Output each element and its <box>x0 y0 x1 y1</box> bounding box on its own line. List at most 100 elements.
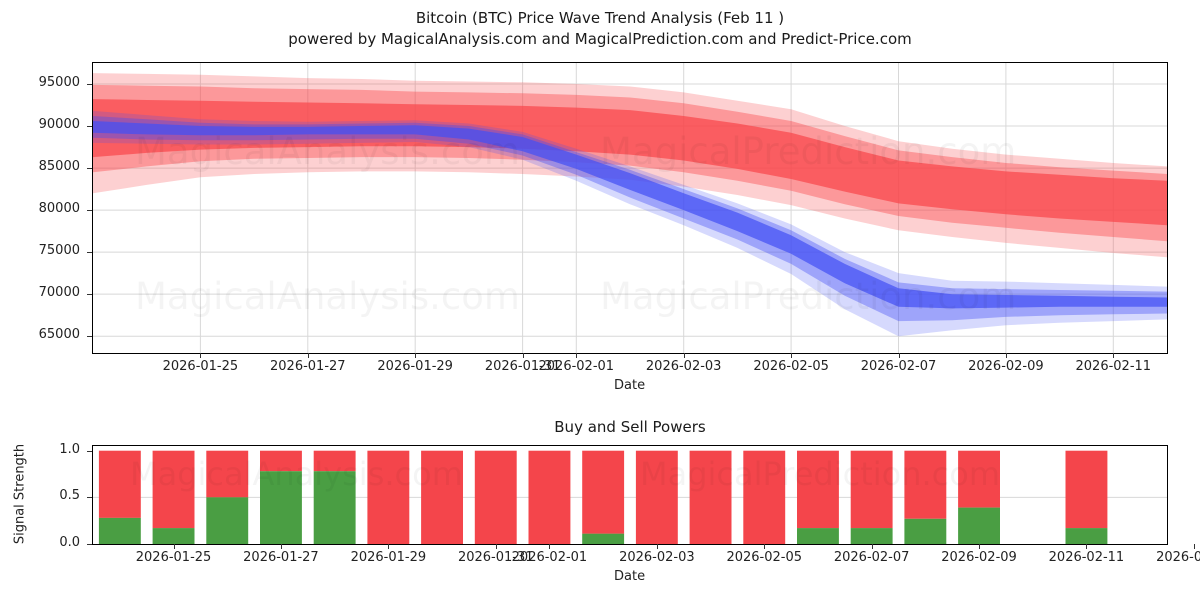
page-title: Bitcoin (BTC) Price Wave Trend Analysis … <box>415 9 785 27</box>
bar-sell-segment[interactable] <box>582 450 625 534</box>
bar-xtick-label: 2026-02-11 <box>1048 550 1125 565</box>
bar-sell-segment[interactable] <box>1065 450 1108 529</box>
bar-buy-segment[interactable] <box>206 497 249 544</box>
price-xtick-label: 2026-02-07 <box>860 359 937 374</box>
price-ytick-mark <box>87 210 92 212</box>
bar-xtick-label: 2026-02-13 <box>1156 550 1200 565</box>
bar-sell-segment[interactable] <box>367 450 410 544</box>
bar-xtick-label: 2026-01-29 <box>350 550 427 565</box>
bar-sell-segment[interactable] <box>421 450 463 544</box>
price-xtick-mark <box>898 353 900 358</box>
price-xtick-label: 2026-01-31 <box>484 359 561 374</box>
price-wave-svg <box>93 63 1167 353</box>
bar-sell-segment[interactable] <box>98 450 141 518</box>
price-xtick-mark <box>791 353 793 358</box>
bar-chart-title: Buy and Sell Powers <box>554 418 706 436</box>
bar-sell-segment[interactable] <box>958 450 1000 508</box>
bar-xtick-mark <box>388 544 390 549</box>
bar-buy-segment[interactable] <box>850 528 893 544</box>
bar-buy-segment[interactable] <box>904 518 947 544</box>
bar-xtick-mark <box>656 544 658 549</box>
price-ytick-label: 90000 <box>38 117 80 133</box>
bar-ytick-label: 0.0 <box>59 535 80 550</box>
bar-buy-segment[interactable] <box>260 471 302 544</box>
bar-sell-segment[interactable] <box>313 450 356 472</box>
bar-xtick-label: 2026-01-31 <box>457 550 534 565</box>
bar-sell-segment[interactable] <box>850 450 893 529</box>
bar-xtick-mark <box>280 544 282 549</box>
bar-buy-segment[interactable] <box>582 533 625 544</box>
bar-sell-segment[interactable] <box>528 450 571 544</box>
buy-sell-svg <box>93 450 1167 544</box>
price-xtick-mark <box>683 353 685 358</box>
bar-sell-segment[interactable] <box>743 450 786 544</box>
bar-sell-segment[interactable] <box>474 450 517 544</box>
price-xtick-label: 2026-02-03 <box>645 359 722 374</box>
bar-sell-segment[interactable] <box>689 450 732 544</box>
bar-sell-segment[interactable] <box>635 450 678 544</box>
price-ytick-mark <box>87 336 92 338</box>
bar-xtick-label: 2026-02-05 <box>726 550 803 565</box>
bar-xtick-mark <box>871 544 873 549</box>
price-ytick-label: 85000 <box>38 159 80 175</box>
bar-sell-segment[interactable] <box>797 450 839 529</box>
price-xtick-label: 2026-02-05 <box>753 359 829 374</box>
price-xtick-label: 2026-02-01 <box>538 359 615 374</box>
page-subtitle: powered by MagicalAnalysis.com and Magic… <box>288 30 912 48</box>
buy-sell-panel <box>92 445 1168 545</box>
band-bearish-outer <box>93 110 1167 337</box>
bar-ytick-label: 1.0 <box>59 441 80 457</box>
price-xtick-mark <box>200 353 202 358</box>
price-ytick-mark <box>87 168 92 170</box>
price-ytick-label: 70000 <box>38 285 80 301</box>
price-xaxis-label: Date <box>614 378 646 393</box>
price-xtick-mark <box>576 353 578 358</box>
price-xtick-mark <box>415 353 417 358</box>
bar-buy-segment[interactable] <box>313 471 356 544</box>
bar-ytick-mark <box>87 544 92 545</box>
bar-xtick-label: 2026-01-27 <box>243 550 319 565</box>
bar-xtick-mark <box>1086 544 1088 549</box>
price-xtick-mark <box>1113 353 1115 358</box>
bar-xtick-mark <box>1193 544 1195 549</box>
bar-xtick-label: 2026-02-01 <box>511 550 588 565</box>
bar-ytick-label: 0.5 <box>59 488 80 504</box>
bar-xtick-mark <box>173 544 175 549</box>
bar-ytick-mark <box>87 450 92 452</box>
chart-title-block: Bitcoin (BTC) Price Wave Trend Analysis … <box>0 8 1200 50</box>
bar-buy-segment[interactable] <box>958 507 1000 544</box>
bar-buy-segment[interactable] <box>152 528 195 544</box>
price-ytick-mark <box>87 126 92 128</box>
bar-xtick-label: 2026-01-25 <box>135 550 212 565</box>
bar-ytick-mark <box>87 497 92 499</box>
price-xtick-mark <box>522 353 524 358</box>
bar-buy-segment[interactable] <box>797 528 839 544</box>
bar-sell-segment[interactable] <box>260 450 302 472</box>
price-axis-label: Price <box>0 134 4 166</box>
bar-xtick-mark <box>549 544 551 549</box>
bar-xtick-label: 2026-02-09 <box>941 550 1017 565</box>
bar-xtick-mark <box>495 544 497 549</box>
price-chart-panel <box>92 62 1168 354</box>
price-xtick-label: 2026-01-27 <box>270 359 346 374</box>
price-ytick-label: 80000 <box>38 201 80 217</box>
bar-buy-segment[interactable] <box>1065 528 1108 544</box>
price-xtick-label: 2026-01-29 <box>377 359 453 374</box>
price-ytick-mark <box>87 84 92 85</box>
bar-buy-segment[interactable] <box>98 517 141 544</box>
bar-xtick-label: 2026-02-07 <box>833 550 910 565</box>
price-ytick-label: 65000 <box>38 327 80 343</box>
bar-xtick-mark <box>764 544 766 549</box>
price-ytick-label: 95000 <box>38 75 80 90</box>
bar-sell-segment[interactable] <box>904 450 947 519</box>
price-xtick-mark <box>1005 353 1007 358</box>
price-xtick-mark <box>307 353 309 358</box>
bar-xtick-mark <box>979 544 981 549</box>
price-xtick-label: 2026-02-09 <box>968 359 1044 374</box>
bar-yaxis-label: Signal Strength <box>12 443 28 545</box>
bar-sell-segment[interactable] <box>152 450 195 529</box>
price-xtick-label: 2026-01-25 <box>162 359 239 374</box>
bar-sell-segment[interactable] <box>206 450 249 498</box>
price-ytick-mark <box>87 294 92 296</box>
